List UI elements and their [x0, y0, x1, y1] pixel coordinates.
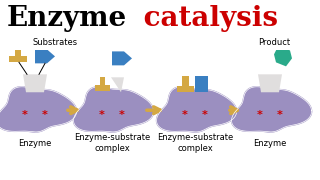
- Polygon shape: [111, 77, 124, 92]
- Text: *: *: [119, 110, 125, 120]
- Text: *: *: [257, 110, 263, 120]
- Polygon shape: [195, 76, 208, 92]
- Text: *: *: [182, 110, 188, 120]
- Text: Enzyme-substrate
complex: Enzyme-substrate complex: [157, 133, 233, 153]
- Text: *: *: [42, 110, 48, 120]
- Text: Enzyme: Enzyme: [18, 139, 52, 148]
- Text: Product: Product: [258, 38, 290, 47]
- Text: *: *: [22, 110, 28, 120]
- Text: *: *: [99, 110, 105, 120]
- Polygon shape: [74, 87, 154, 132]
- Text: Substrates: Substrates: [32, 38, 77, 47]
- Polygon shape: [232, 87, 312, 132]
- Polygon shape: [274, 46, 292, 66]
- Text: *: *: [277, 110, 283, 120]
- Text: Enzyme: Enzyme: [6, 5, 127, 32]
- Text: Enzyme: Enzyme: [253, 139, 287, 148]
- Polygon shape: [35, 49, 55, 63]
- Polygon shape: [177, 76, 194, 92]
- Text: *: *: [202, 110, 208, 120]
- Polygon shape: [0, 87, 76, 132]
- Polygon shape: [258, 74, 282, 92]
- Polygon shape: [95, 77, 110, 91]
- Text: Enzyme-substrate
complex: Enzyme-substrate complex: [74, 133, 150, 153]
- Polygon shape: [9, 50, 27, 62]
- Polygon shape: [112, 51, 132, 65]
- Polygon shape: [23, 74, 47, 92]
- Polygon shape: [156, 87, 236, 132]
- Text: catalysis: catalysis: [134, 5, 278, 32]
